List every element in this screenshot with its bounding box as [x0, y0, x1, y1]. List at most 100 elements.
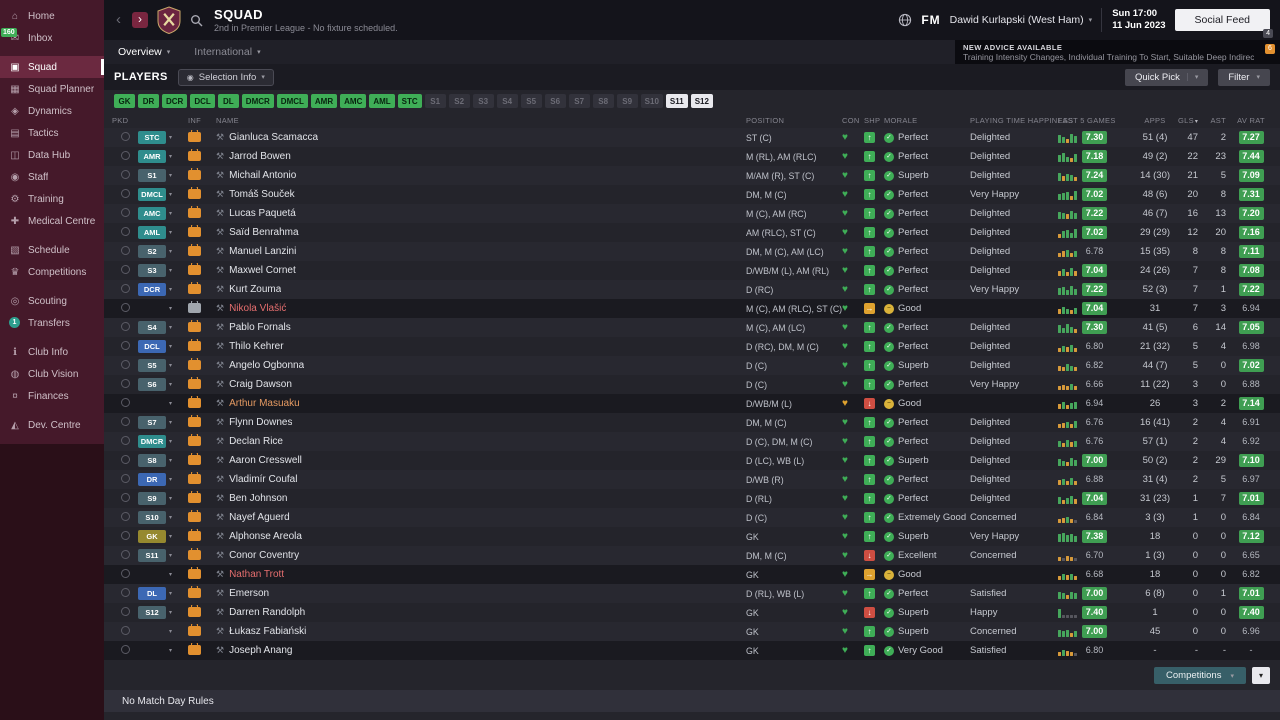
player-row[interactable]: STC ▾ ⚒ Gianluca Scamacca ST (C) ♥ ↑ ✓ P…	[104, 128, 1280, 147]
player-name[interactable]: Gianluca Scamacca	[229, 132, 319, 143]
player-row[interactable]: S5 ▾ ⚒ Angelo Ogbonna D (C) ♥ ↑ ✓ Superb…	[104, 356, 1280, 375]
pick-position-dropdown[interactable]: AMR ▾	[138, 150, 188, 163]
globe-icon[interactable]	[898, 13, 912, 27]
row-checkbox[interactable]	[120, 359, 130, 369]
row-checkbox[interactable]	[120, 321, 130, 331]
position-filter-aml[interactable]: AML	[369, 94, 395, 108]
position-filter-amr[interactable]: AMR	[310, 94, 338, 108]
social-feed-button[interactable]: Social Feed 4	[1174, 9, 1273, 38]
row-checkbox[interactable]	[120, 416, 130, 426]
column-ast[interactable]: AST	[1210, 115, 1226, 125]
player-row[interactable]: ▾ ⚒ Nathan Trott GK ♥ → − Good 6.68 18 0…	[104, 565, 1280, 584]
row-checkbox[interactable]	[120, 511, 130, 521]
player-name[interactable]: Darren Randolph	[229, 607, 306, 618]
sidebar-item-medical-centre[interactable]: ✚ Medical Centre	[0, 210, 104, 232]
position-filter-s9[interactable]: S9	[616, 94, 638, 108]
quick-pick-button[interactable]: Quick Pick ▾	[1124, 68, 1209, 86]
player-name[interactable]: Emerson	[229, 588, 270, 599]
player-row[interactable]: AMC ▾ ⚒ Lucas Paquetá M (C), AM (RC) ♥ ↑…	[104, 204, 1280, 223]
player-row[interactable]: S3 ▾ ⚒ Maxwel Cornet D/WB/M (L), AM (RL)…	[104, 261, 1280, 280]
sidebar-item-schedule[interactable]: ▧ Schedule	[0, 239, 104, 261]
player-row[interactable]: S12 ▾ ⚒ Darren Randolph GK ♥ ↓ ✓ Superb …	[104, 603, 1280, 622]
position-filter-dl[interactable]: DL	[217, 94, 239, 108]
position-filter-s12[interactable]: S12	[690, 94, 713, 108]
player-name[interactable]: Joseph Anang	[229, 645, 293, 656]
pick-position-dropdown[interactable]: DMCL ▾	[138, 188, 188, 201]
player-name[interactable]: Maxwel Cornet	[229, 265, 296, 276]
position-filter-gk[interactable]: GK	[114, 94, 135, 108]
sidebar-item-competitions[interactable]: ♛ Competitions	[0, 261, 104, 283]
sidebar-item-club-vision[interactable]: ◍ Club Vision	[0, 363, 104, 385]
position-filter-s3[interactable]: S3	[472, 94, 494, 108]
pick-position-dropdown[interactable]: DL ▾	[138, 587, 188, 600]
pick-position-dropdown[interactable]: GK ▾	[138, 530, 188, 543]
column-con[interactable]: CON	[842, 115, 860, 125]
pick-position-dropdown[interactable]: S8 ▾	[138, 454, 188, 467]
row-checkbox[interactable]	[120, 530, 130, 540]
sidebar-item-finances[interactable]: ¤ Finances	[0, 385, 104, 407]
column-name[interactable]: NAME	[216, 115, 239, 125]
search-icon[interactable]	[190, 14, 203, 27]
player-row[interactable]: ▾ ⚒ Nikola Vlašić M (C), AM (RLC), ST (C…	[104, 299, 1280, 318]
pick-position-dropdown[interactable]: S5 ▾	[138, 359, 188, 372]
quick-pick-caret[interactable]: ▾	[1186, 73, 1198, 81]
column-av-rat[interactable]: AV RAT	[1237, 115, 1265, 125]
pick-position-dropdown[interactable]: S2 ▾	[138, 245, 188, 258]
player-name[interactable]: Saïd Benrahma	[229, 227, 299, 238]
sidebar-item-club-info[interactable]: ℹ Club Info	[0, 341, 104, 363]
player-name[interactable]: Manuel Lanzini	[229, 246, 297, 257]
row-checkbox[interactable]	[120, 340, 130, 350]
player-row[interactable]: S8 ▾ ⚒ Aaron Cresswell D (LC), WB (L) ♥ …	[104, 451, 1280, 470]
player-row[interactable]: S7 ▾ ⚒ Flynn Downes DM, M (C) ♥ ↑ ✓ Perf…	[104, 413, 1280, 432]
sidebar-item-squad-planner[interactable]: ▦ Squad Planner	[0, 78, 104, 100]
column-pkd[interactable]: PKD	[112, 115, 129, 125]
player-name[interactable]: Vladimír Coufal	[229, 474, 298, 485]
pick-position-dropdown[interactable]: S1 ▾	[138, 169, 188, 182]
sidebar-item-transfers[interactable]: ⇄ Transfers 1	[0, 312, 104, 334]
player-row[interactable]: ▾ ⚒ Arthur Masuaku D/WB/M (L) ♥ ↓ − Good…	[104, 394, 1280, 413]
player-row[interactable]: S9 ▾ ⚒ Ben Johnson D (RL) ♥ ↑ ✓ Perfect …	[104, 489, 1280, 508]
player-name[interactable]: Kurt Zouma	[229, 284, 282, 295]
row-checkbox[interactable]	[120, 625, 130, 635]
player-name[interactable]: Craig Dawson	[229, 379, 292, 390]
row-checkbox[interactable]	[120, 397, 130, 407]
pick-position-dropdown[interactable]: AML ▾	[138, 226, 188, 239]
pick-position-dropdown[interactable]: STC ▾	[138, 131, 188, 144]
position-filter-s7[interactable]: S7	[568, 94, 590, 108]
player-name[interactable]: Nikola Vlašić	[229, 303, 287, 314]
player-row[interactable]: S2 ▾ ⚒ Manuel Lanzini DM, M (C), AM (LC)…	[104, 242, 1280, 261]
player-row[interactable]: AMR ▾ ⚒ Jarrod Bowen M (RL), AM (RLC) ♥ …	[104, 147, 1280, 166]
position-filter-amc[interactable]: AMC	[340, 94, 367, 108]
player-name[interactable]: Ben Johnson	[229, 493, 288, 504]
row-checkbox[interactable]	[120, 131, 130, 141]
row-checkbox[interactable]	[120, 245, 130, 255]
player-name[interactable]: Aaron Cresswell	[229, 455, 302, 466]
player-name[interactable]: Alphonse Areola	[229, 531, 302, 542]
pick-position-dropdown[interactable]: S9 ▾	[138, 492, 188, 505]
pick-position-dropdown[interactable]: S11 ▾	[138, 549, 188, 562]
news-ticker[interactable]: NEW ADVICE AVAILABLE Training Intensity …	[955, 40, 1280, 64]
row-checkbox[interactable]	[120, 549, 130, 559]
player-row[interactable]: S1 ▾ ⚒ Michail Antonio M/AM (R), ST (C) …	[104, 166, 1280, 185]
pick-position-dropdown[interactable]: S6 ▾	[138, 378, 188, 391]
pick-position-dropdown[interactable]: S10 ▾	[138, 511, 188, 524]
player-name[interactable]: Angelo Ogbonna	[229, 360, 305, 371]
player-row[interactable]: DMCR ▾ ⚒ Declan Rice D (C), DM, M (C) ♥ …	[104, 432, 1280, 451]
sidebar-item-staff[interactable]: ◉ Staff	[0, 166, 104, 188]
row-checkbox[interactable]	[120, 264, 130, 274]
sidebar-item-squad[interactable]: ▣ Squad	[0, 56, 104, 78]
player-row[interactable]: S4 ▾ ⚒ Pablo Fornals M (C), AM (LC) ♥ ↑ …	[104, 318, 1280, 337]
pick-position-dropdown[interactable]: AMC ▾	[138, 207, 188, 220]
player-row[interactable]: DL ▾ ⚒ Emerson D (RL), WB (L) ♥ ↑ ✓ Perf…	[104, 584, 1280, 603]
column-shp[interactable]: SHP	[864, 115, 881, 125]
sidebar-item-tactics[interactable]: ▤ Tactics	[0, 122, 104, 144]
sidebar-item-inbox[interactable]: ✉ Inbox 160	[0, 27, 104, 49]
position-filter-s6[interactable]: S6	[544, 94, 566, 108]
column-morale[interactable]: MORALE	[884, 115, 918, 125]
position-filter-s2[interactable]: S2	[448, 94, 470, 108]
pick-position-dropdown[interactable]: DCR ▾	[138, 283, 188, 296]
sidebar-item-data-hub[interactable]: ◫ Data Hub	[0, 144, 104, 166]
sidebar-item-dynamics[interactable]: ◈ Dynamics	[0, 100, 104, 122]
pick-position-dropdown[interactable]: S12 ▾	[138, 606, 188, 619]
position-filter-dmcl[interactable]: DMCL	[276, 94, 308, 108]
